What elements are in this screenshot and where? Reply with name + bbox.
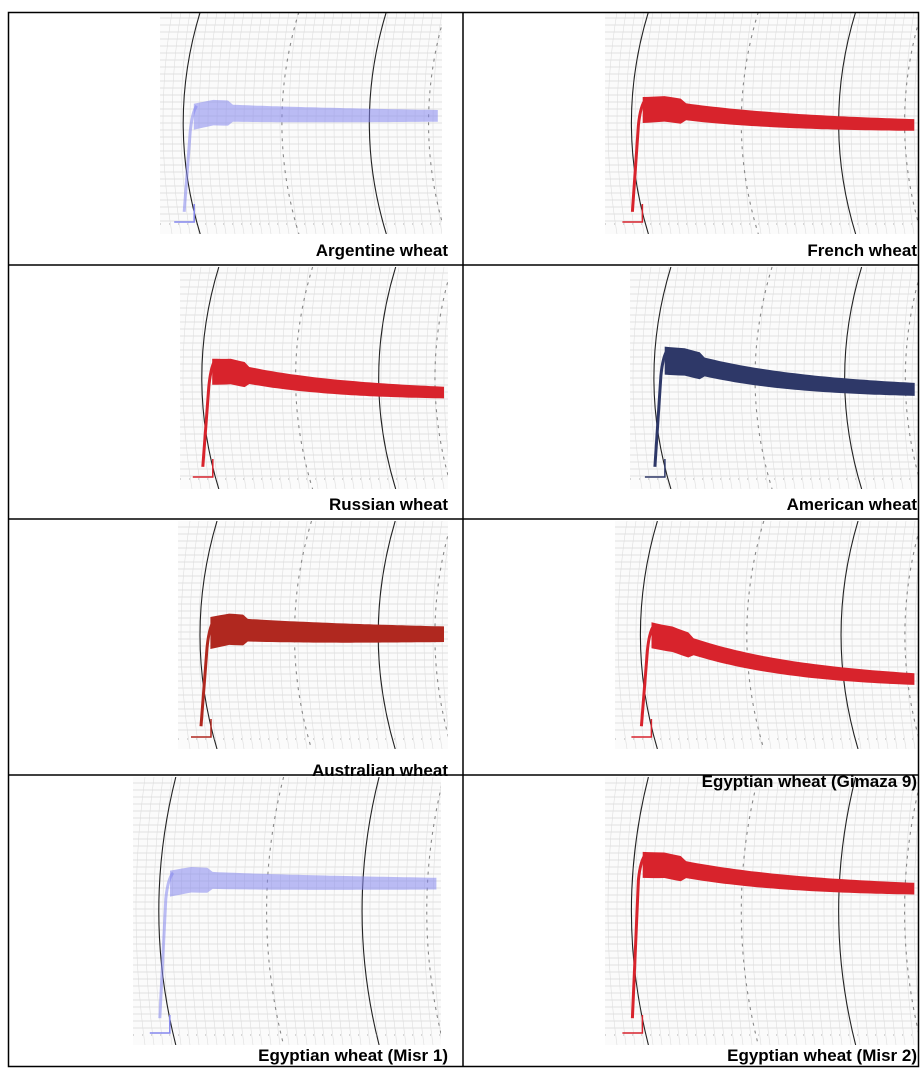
chart-photo (180, 267, 453, 489)
caption: American wheat (787, 495, 918, 514)
caption: Russian wheat (329, 495, 448, 514)
figure-table: Argentine wheat French wheat Russian whe… (0, 0, 920, 1068)
paper (605, 777, 919, 1045)
caption: Egyptian wheat (Misr 1) (258, 1046, 448, 1065)
caption: Egyptian wheat (Gimaza 9) (702, 772, 917, 791)
chart-photo (160, 12, 446, 234)
caption: Australian wheat (312, 761, 448, 780)
chart-photo (178, 521, 452, 749)
chart-photo (133, 777, 444, 1045)
caption: Argentine wheat (316, 241, 449, 260)
caption: Egyptian wheat (Misr 2) (727, 1046, 917, 1065)
panels (133, 12, 920, 1045)
caption: French wheat (807, 241, 917, 260)
chart-photo (605, 12, 920, 234)
chart-photo (630, 267, 920, 489)
paper (133, 777, 441, 1045)
page: Argentine wheat French wheat Russian whe… (0, 0, 920, 1068)
chart-photo (615, 521, 920, 749)
chart-photo (605, 777, 920, 1045)
